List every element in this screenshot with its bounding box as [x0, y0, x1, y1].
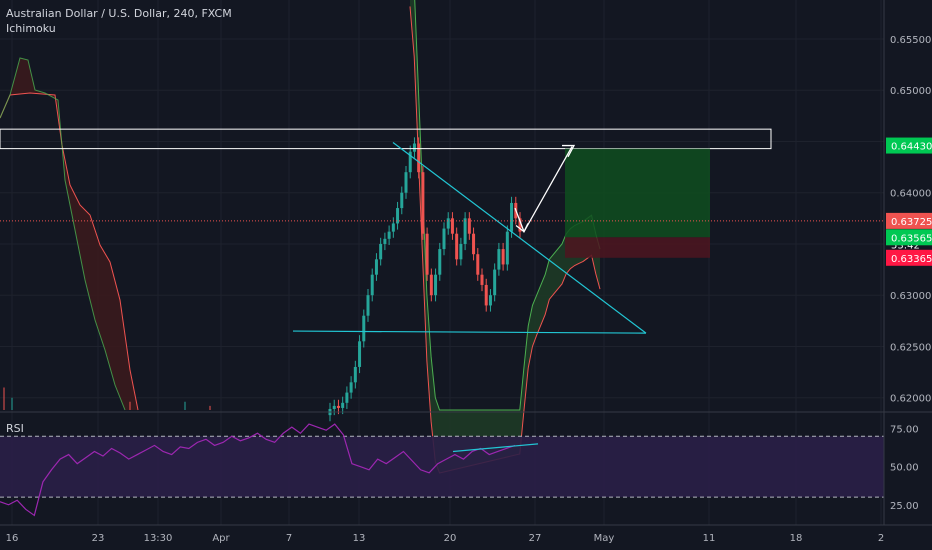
candle-body: [349, 382, 353, 393]
rsi-band: [0, 436, 884, 498]
rsi-line: [0, 423, 516, 517]
candle-body: [459, 243, 463, 260]
x-tick-label: 16: [6, 533, 19, 544]
candle-body: [446, 218, 450, 229]
candle-body: [421, 172, 425, 234]
price-label-text: 0.63365: [891, 254, 932, 265]
drawing-tools: [0, 128, 884, 334]
candle-body: [370, 274, 374, 296]
stop-zone: [565, 237, 710, 258]
rsi-tick-label: 25.00: [890, 501, 919, 512]
candle-body: [387, 231, 391, 239]
candle-body: [425, 233, 429, 275]
senkou-a-line: [0, 92, 139, 411]
candle-body: [417, 143, 421, 173]
x-tick-label: 27: [529, 533, 542, 544]
price-label-text: 53:42: [891, 240, 920, 251]
rsi-tick-label: 75.00: [890, 425, 919, 436]
candle-body: [434, 274, 438, 296]
candle-body: [438, 249, 442, 275]
price-labels: 0.64430 0.63725 53:420.63565 0.63365: [886, 137, 932, 266]
chart-header: Australian Dollar / U.S. Dollar, 240, FX…: [6, 6, 232, 36]
candle-body: [484, 284, 488, 306]
y-tick-label: 0.62500: [890, 342, 931, 353]
x-tick-label: 23: [92, 533, 105, 544]
candle-body: [379, 243, 383, 260]
projection-arrowhead: [562, 144, 576, 158]
candle-body: [383, 238, 387, 244]
target-zone: [565, 148, 710, 238]
senkou-b-line: [0, 57, 126, 411]
candle-body: [404, 172, 408, 193]
x-tick-label: 13:30: [144, 533, 173, 544]
candle-body: [497, 249, 501, 270]
candle-body: [353, 366, 357, 383]
y-tick-label: 0.64000: [890, 189, 931, 200]
candle-body: [336, 405, 340, 408]
price-label-text: 0.64430: [891, 142, 932, 153]
y-tick-label: 0.62000: [890, 394, 931, 405]
x-tick-label: Apr: [212, 533, 230, 544]
candle-body: [442, 228, 446, 250]
candle-body: [374, 259, 378, 275]
rsi-trendline: [452, 443, 539, 453]
candle-body: [505, 231, 509, 265]
kumo-bear: [0, 58, 138, 410]
candle-body: [472, 233, 476, 255]
x-tick-label: 18: [790, 533, 803, 544]
price-label-text: 0.63565: [891, 233, 932, 244]
candle-body: [358, 341, 362, 367]
candle-body: [400, 192, 404, 209]
candle-body: [501, 249, 505, 265]
candle-body: [476, 254, 480, 275]
chart-title: Australian Dollar / U.S. Dollar, 240, FX…: [6, 7, 232, 20]
candle-body: [341, 402, 345, 408]
candle-body: [488, 295, 492, 306]
x-tick-label: 11: [703, 533, 716, 544]
price-label-bg: [886, 249, 932, 266]
x-tick-label: 20: [444, 533, 457, 544]
price-label-text: 0.63725: [891, 217, 932, 228]
horizontal-support: [292, 330, 647, 334]
candle-body: [429, 274, 433, 296]
candle-body: [467, 218, 471, 234]
x-tick-label: 7: [286, 533, 292, 544]
rsi-tick-label: 50.00: [890, 463, 919, 474]
candle-body: [450, 218, 454, 234]
candle-body: [366, 295, 370, 316]
candle-body: [510, 202, 514, 232]
pullback-arrowhead: [515, 223, 529, 233]
candle-body: [455, 233, 459, 260]
candle-body: [345, 392, 349, 403]
rsi-pane: [0, 423, 884, 517]
candle-body: [518, 218, 522, 232]
x-tick-label: 13: [353, 533, 366, 544]
descending-trendline: [392, 141, 647, 334]
candle-body: [493, 269, 497, 296]
candle-body: [408, 151, 412, 173]
price-label-bg: [886, 229, 932, 246]
candle-body: [480, 274, 484, 285]
candle-body: [412, 143, 416, 152]
x-tick-label: 2: [878, 533, 884, 544]
candle-body: [391, 223, 395, 232]
candles: [3, 137, 522, 422]
senkou-b-line-right: [409, 6, 601, 474]
price-label-bg: [886, 212, 932, 229]
indicator-label: Ichimoku: [6, 22, 56, 35]
rsi-label: RSI: [6, 422, 24, 435]
resistance-zone: [0, 128, 772, 150]
candle-body: [463, 218, 467, 244]
candle-body: [332, 405, 336, 409]
y-tick-label: 0.65000: [890, 86, 931, 97]
candle-body: [362, 315, 366, 342]
price-label-bg: [886, 137, 932, 154]
x-tick-label: May: [594, 533, 615, 544]
y-tick-label: 0.63000: [890, 291, 931, 302]
y-tick-label: 0.65500: [890, 35, 931, 46]
candle-body: [396, 208, 400, 224]
